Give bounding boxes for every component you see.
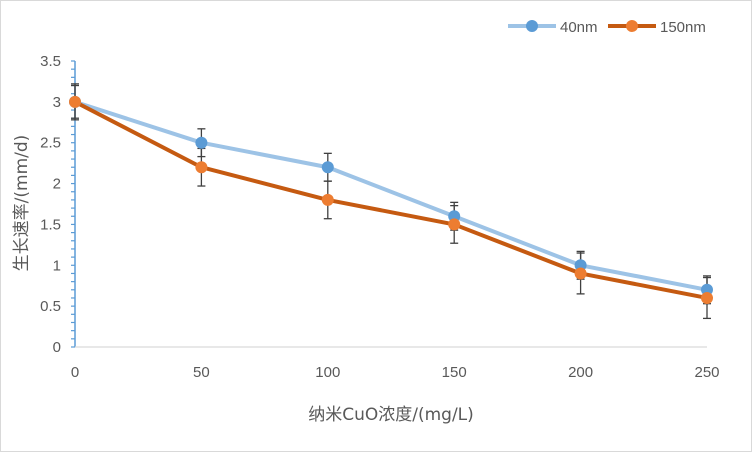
x-axis-title: 纳米CuO浓度/(mg/L) [308, 405, 474, 425]
y-tick-label: 3 [53, 94, 61, 111]
legend-label-40nm: 40nm [560, 19, 598, 36]
data-point-40nm [195, 136, 208, 149]
data-point-150nm [448, 218, 461, 231]
data-point-150nm [69, 95, 81, 108]
x-tick-label: 250 [694, 364, 719, 381]
y-tick-label: 1.5 [40, 216, 61, 233]
legend-marker-40nm [526, 20, 538, 32]
series-layer [69, 83, 713, 320]
legend-marker-150nm [626, 20, 638, 32]
y-tick-label: 2 [53, 176, 61, 193]
x-tick-label: 150 [442, 364, 467, 381]
legend: 40nm 150nm [508, 19, 706, 36]
y-axis-title: 生长速率/(mm/d) [12, 135, 32, 272]
data-point-150nm [195, 161, 208, 174]
y-tick-label: 0.5 [40, 298, 61, 315]
data-point-150nm [574, 267, 587, 280]
x-tick-label: 100 [315, 364, 340, 381]
y-tick-label: 0 [53, 339, 61, 356]
y-tick-label: 3.5 [40, 53, 61, 70]
x-tick-label: 0 [71, 364, 79, 381]
data-point-150nm [321, 193, 334, 206]
x-tick-label: 50 [193, 364, 210, 381]
y-tick-labels: 0 0.5 1 1.5 2 2.5 3 3.5 [40, 53, 61, 356]
series-line-40nm [73, 99, 709, 292]
data-point-150nm [701, 291, 713, 304]
legend-label-150nm: 150nm [660, 19, 706, 36]
series-line-150nm [73, 99, 709, 300]
data-point-40nm [321, 161, 334, 174]
y-tick-label: 2.5 [40, 135, 61, 152]
x-tick-label: 200 [568, 364, 593, 381]
x-tick-labels: 0 50 100 150 200 250 [71, 364, 720, 381]
y-tick-label: 1 [53, 257, 61, 274]
